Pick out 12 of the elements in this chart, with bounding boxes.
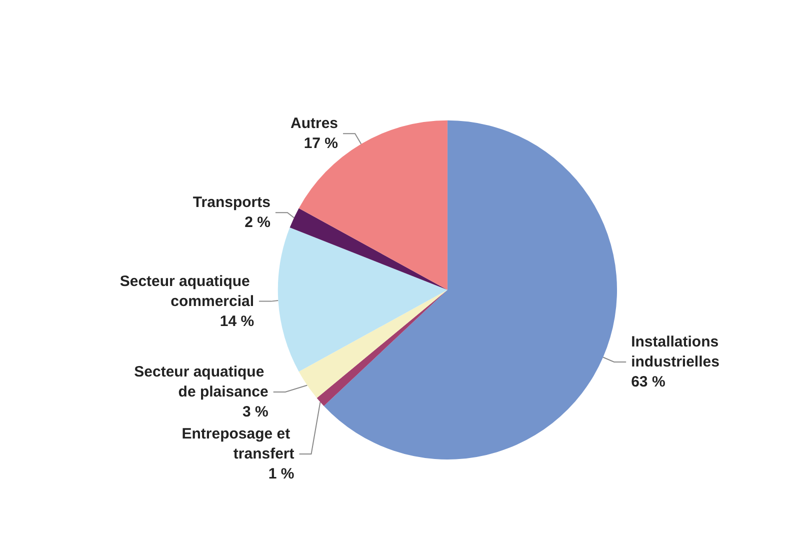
slice-label: Secteur aquatique de plaisance: [134, 363, 268, 400]
data-label: 17 %: [304, 135, 338, 152]
data-label: 2 %: [244, 214, 270, 232]
data-label: 3 %: [242, 403, 268, 420]
slice-label: Secteur aquatique commercial: [120, 272, 254, 310]
data-label: 63 %: [631, 374, 666, 391]
data-label: 14 %: [220, 312, 254, 330]
slice-label: Autres: [290, 115, 338, 132]
slice-label: Installations industrielles: [631, 334, 723, 371]
slice-label: Entreposage et transfert: [182, 425, 294, 462]
slice-label: Transports: [192, 194, 270, 212]
data-label: 1 %: [268, 465, 294, 482]
